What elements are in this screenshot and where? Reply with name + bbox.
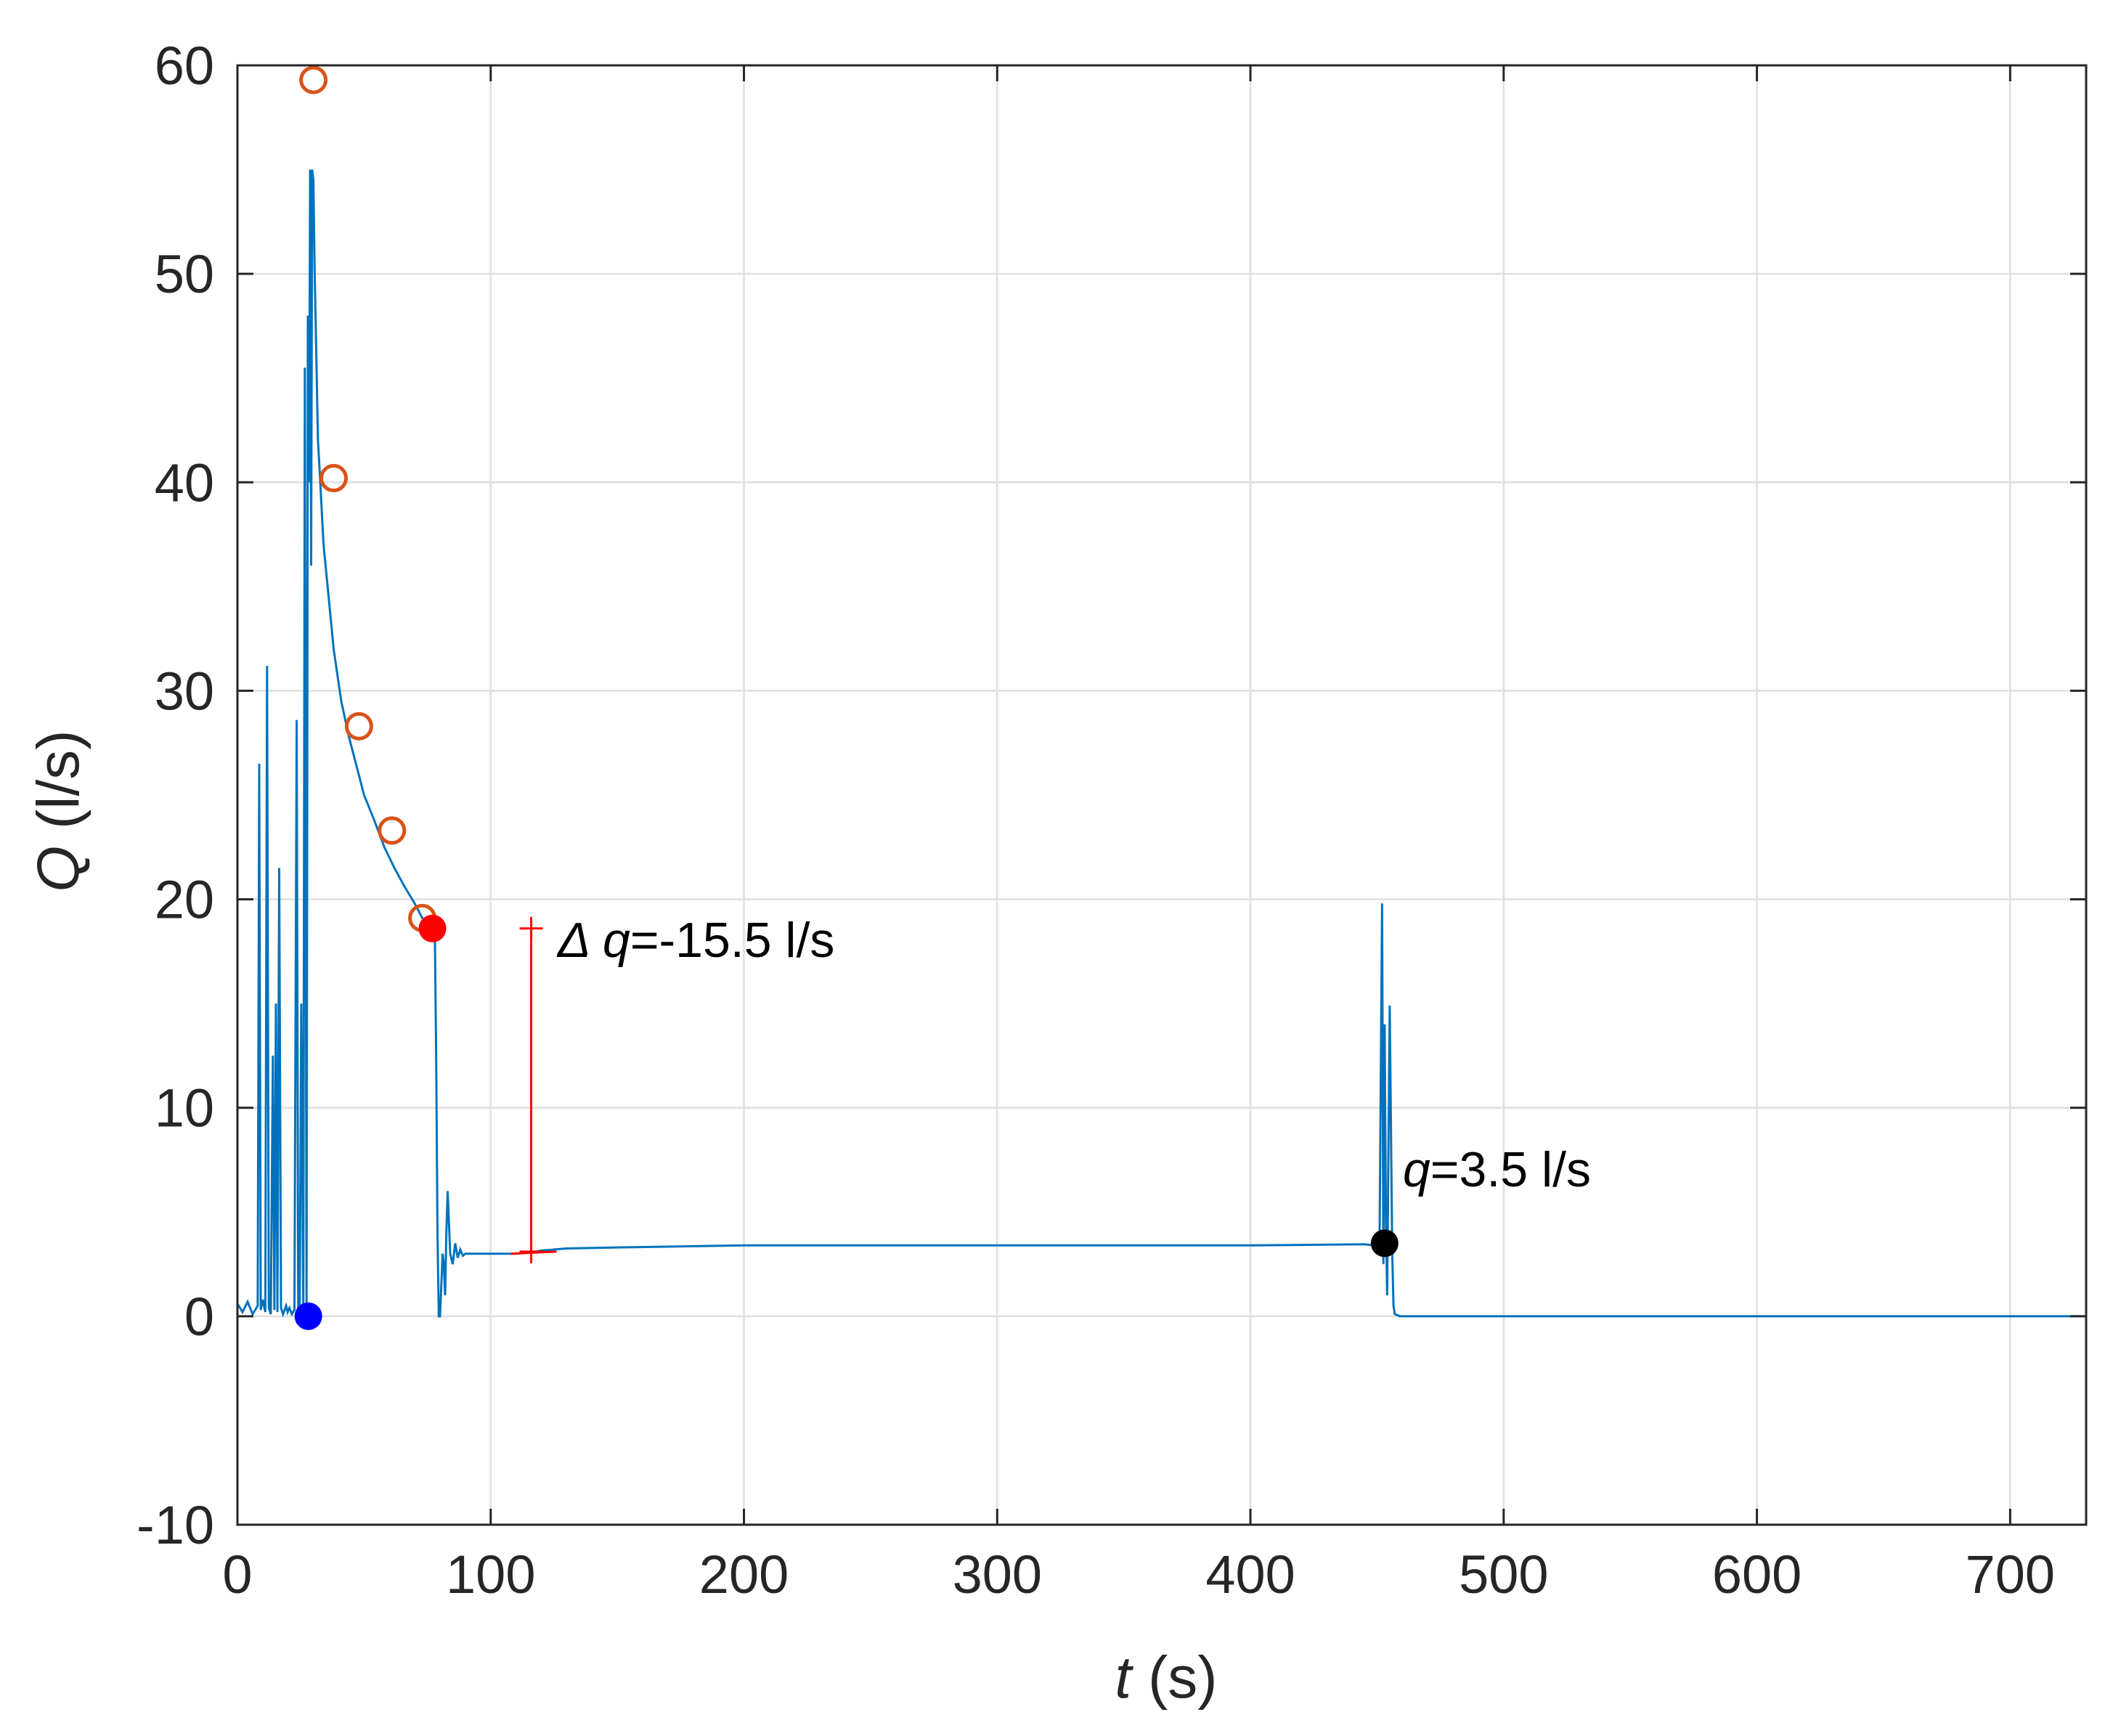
x-tick-labels: 0 100 200 300 400 500 600 700 — [222, 1544, 2055, 1605]
y-tick-label-3: 20 — [155, 870, 214, 930]
open-marker-1 — [319, 464, 349, 493]
errorbar-caps — [519, 916, 543, 1263]
grid — [237, 65, 2086, 1525]
x-tick-label-1: 100 — [446, 1544, 535, 1605]
open-marker-0 — [299, 65, 328, 94]
open-marker-2 — [344, 712, 373, 741]
y-axis-label: Q (l/s) — [25, 730, 91, 892]
x-tick-label-3: 300 — [953, 1544, 1042, 1605]
y-tick-label-7: 60 — [155, 36, 214, 96]
y-tick-label-5: 40 — [155, 452, 214, 513]
q-annot-var: q — [1403, 1142, 1430, 1197]
y-tick-label-6: 50 — [155, 244, 214, 304]
x-tick-label-7: 700 — [1966, 1544, 2055, 1605]
delta-q-annotation: Δ q=-15.5 l/s — [556, 913, 834, 968]
delta-annot-prefix: Δ — [556, 913, 603, 968]
x-tick-label-2: 200 — [699, 1544, 789, 1605]
x-tick-label-4: 400 — [1205, 1544, 1295, 1605]
y-tick-labels: -10 0 10 20 30 40 50 60 — [137, 36, 214, 1555]
y-axis-var: Q — [25, 846, 91, 892]
black-dot-marker — [1370, 1229, 1399, 1258]
axes-box — [236, 64, 2088, 1526]
y-axis-unit: (l/s) — [25, 730, 91, 845]
series-layer — [236, 65, 2086, 1330]
y-tick-label-2: 10 — [155, 1078, 214, 1138]
q-annotation: q=3.5 l/s — [1403, 1142, 1591, 1197]
y-tick-label-4: 30 — [155, 661, 214, 721]
y-tick-label-1: 0 — [184, 1287, 214, 1347]
x-axis-unit: (s) — [1131, 1645, 1217, 1711]
tick-marks — [236, 64, 2086, 1526]
flow-series-line — [236, 169, 2086, 1318]
y-tick-label-0: -10 — [137, 1495, 214, 1555]
x-tick-label-6: 600 — [1712, 1544, 1801, 1605]
x-tick-label-0: 0 — [222, 1544, 252, 1605]
red-dot-marker — [418, 914, 447, 942]
delta-annot-suffix: =-15.5 l/s — [630, 913, 835, 968]
blue-dot-marker — [294, 1302, 322, 1330]
q-annot-suffix: =3.5 l/s — [1430, 1142, 1591, 1197]
x-tick-label-5: 500 — [1459, 1544, 1548, 1605]
x-axis-label: t (s) — [1115, 1645, 1217, 1711]
open-marker-3 — [378, 816, 407, 845]
x-axis-var: t — [1115, 1645, 1133, 1711]
delta-annot-var: q — [603, 913, 630, 968]
